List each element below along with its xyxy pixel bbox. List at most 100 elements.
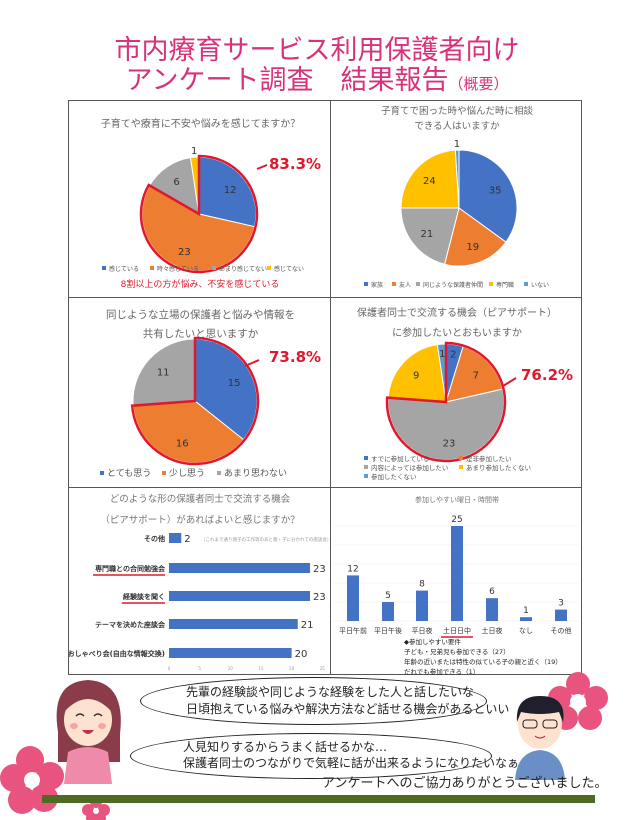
chart-title: 同じような立場の保護者と悩みや情報を [106, 308, 295, 321]
bar [169, 563, 310, 573]
requirement-note: だれでも参加できる（1） [404, 667, 479, 676]
bar-category-label: その他 [144, 534, 165, 543]
slice-label: 24 [423, 176, 436, 187]
bubble-2-line-2: 保護者同士のつながりで気軽に話が出来るようになりたいなぁ [183, 756, 520, 770]
chart-canvas: どのような形の保護者同士で交流する機会 （ピアサポート）があればよいと感じますか？… [69, 493, 331, 671]
x-tick-label: 15 [258, 666, 264, 671]
legend-label: あまり思わない [224, 468, 287, 479]
bar [169, 591, 310, 601]
column-bar [555, 609, 567, 621]
column-value-label: 8 [419, 580, 425, 590]
legend-swatch [162, 471, 166, 475]
chart-timing: 参加しやすい曜日・時間帯 12 平日午前 5 平日午後 8 平日夜 25 土日日中 6 土日夜 1 なし… [330, 487, 582, 676]
man-illustration [515, 696, 565, 780]
legend-swatch [459, 456, 463, 460]
woman-illustration [56, 680, 121, 784]
legend-swatch [364, 474, 368, 478]
chart-consult: 子育てで困った時や悩んだ時に相談 できる人はいますか 35 19 21 24 1 家族 友人 同じ… [330, 100, 582, 298]
slice-label: 35 [489, 186, 502, 197]
column-bar [520, 617, 532, 621]
bubble-1-line-2: 日頃抱えている悩みや解決方法など話せる機会があるといい [186, 702, 510, 716]
pie-slice [387, 344, 447, 403]
chart-anxiety: 子育てや療育に不安や悩みを感じてますか？ 12 23 6 1 83.3% 感じている 時々感じ… [68, 100, 331, 298]
pie-slice [454, 149, 460, 209]
callout-line [502, 377, 517, 387]
legend-swatch [267, 266, 271, 270]
pie-slice [458, 149, 518, 243]
highlight-percent: 76.2% [521, 366, 573, 384]
chart-title: （ピアサポート）があればよいと感じますか？ [100, 514, 300, 526]
legend-swatch [102, 266, 106, 270]
chart-note: 8割以上の方が悩み、不安を感じている [121, 278, 280, 290]
legend-label: 参加したくない [371, 472, 417, 481]
legend-swatch [416, 282, 420, 286]
bubble-1-line-1: 先輩の経験談や同じような経験をした人と話したいな [186, 685, 475, 699]
slice-label: 7 [473, 370, 479, 381]
column-bar [382, 602, 394, 621]
legend-swatch [364, 282, 368, 286]
footer-bar [42, 795, 595, 803]
column-value-label: 25 [451, 515, 462, 525]
bar [169, 533, 182, 543]
column-category-label: 平日夜 [412, 626, 433, 635]
title-line-2: アンケート調査 結果報告（概要） [0, 66, 634, 99]
legend-label: 少し思う [169, 468, 205, 479]
bar-value-label: 2 [184, 534, 190, 545]
slice-label: 23 [443, 438, 456, 449]
legend-swatch [524, 282, 528, 286]
slice-label: 1 [439, 349, 445, 360]
chart-format: どのような形の保護者同士で交流する機会 （ピアサポート）があればよいと感じますか？… [68, 487, 331, 675]
chart-title: 共有したいと思いますか [143, 327, 259, 340]
chart-title: できる人はいますか [414, 121, 500, 132]
highlight-percent: 83.3% [269, 155, 321, 173]
title-main: アンケート調査 結果報告 [125, 65, 449, 96]
pie-slice [400, 149, 460, 209]
legend-swatch [100, 471, 104, 475]
column-value-label: 6 [489, 587, 495, 597]
slice-label: 2 [450, 349, 456, 360]
bar [169, 648, 292, 658]
thanks-message: アンケートへのご協力ありがとうございました。 [322, 776, 608, 791]
x-tick-label: 20 [289, 666, 295, 671]
column-category-label: なし [519, 627, 533, 635]
column-category-label: 土日夜 [482, 626, 503, 635]
chart-peer-support: 保護者同士で交流する機会（ピアサポート） に参加したいとおもいますか 2 7 23 9 1 7… [330, 297, 582, 488]
legend-swatch [150, 266, 154, 270]
column-bar [451, 526, 463, 621]
legend-swatch [212, 266, 216, 270]
slice-label: 21 [421, 229, 434, 240]
column-value-label: 1 [523, 606, 529, 616]
chart-canvas: 保護者同士で交流する機会（ピアサポート） に参加したいとおもいますか 2 7 23 9 1 7… [357, 306, 573, 481]
requirement-note: 年齢の近いまたは特性の似ている子の親と近く（19） [404, 657, 562, 666]
title-suffix: （概要） [448, 75, 509, 93]
legend-label: 感じている [109, 265, 139, 273]
slice-label: 19 [466, 242, 479, 253]
speech-bubble-2: 人見知りするからうまく話せるかな… 保護者同士のつながりで気軽に話が出来るように… [130, 733, 519, 779]
bar-value-label: 20 [295, 649, 308, 660]
bar-category-label: 経験談を聞く [123, 592, 165, 601]
legend-label: 時々感じている [157, 265, 199, 273]
bar-category-label: おしゃべり会(自由な情報交換) [69, 649, 165, 658]
chart-canvas: 子育てや療育に不安や悩みを感じてますか？ 12 23 6 1 83.3% 感じている 時々感じ… [101, 117, 321, 290]
slice-label: 1 [454, 139, 460, 150]
legend-swatch [217, 471, 221, 475]
column-bar [416, 590, 428, 621]
x-tick-label: 25 [320, 666, 326, 671]
x-tick-label: 10 [228, 666, 234, 671]
x-tick-label: 0 [168, 666, 171, 671]
column-category-label: 平日午後 [374, 626, 402, 635]
column-bar [486, 598, 498, 621]
column-value-label: 5 [385, 591, 391, 601]
pie-slice [400, 207, 460, 265]
legend-label: あまり感じてない [219, 265, 267, 273]
flower-decoration-left [0, 746, 110, 820]
requirement-note: ◆参加しやすい要件 [404, 637, 461, 646]
callout-line [256, 164, 268, 170]
legend-label: あまり参加したくない [466, 463, 531, 472]
legend-label: 同じような保護者仲間 [423, 281, 483, 289]
slice-label: 16 [176, 438, 189, 449]
highlight-percent: 73.8% [269, 348, 321, 366]
